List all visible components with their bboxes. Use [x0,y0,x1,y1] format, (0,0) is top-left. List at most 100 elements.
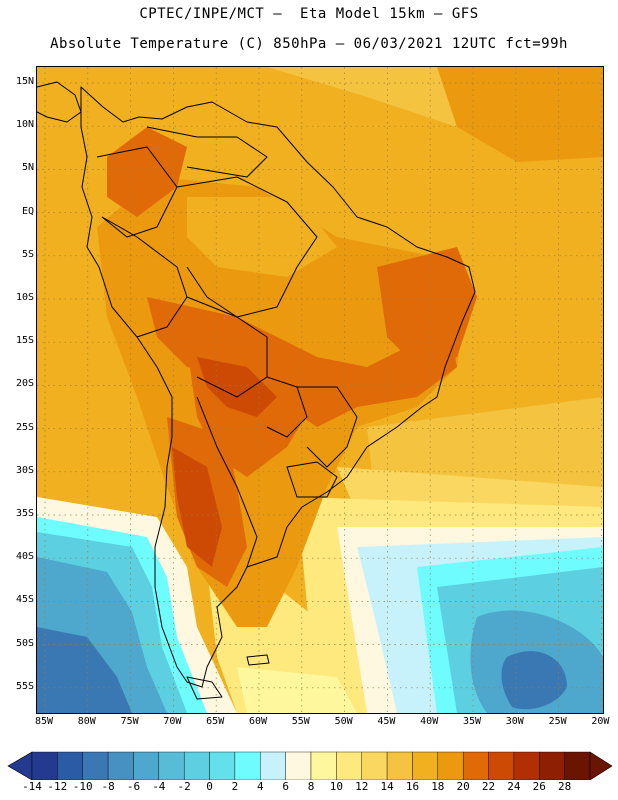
peru-border [101,216,188,338]
field-pacific-deep [37,627,132,713]
longitude-label: 30W [505,716,524,727]
latitude-label: 5N [21,162,34,174]
colorbar-tick-label: -4 [152,780,166,793]
colorbar-swatch [386,751,413,780]
colorbar-tick-label: -2 [177,780,191,793]
tierra-del-fuego [186,676,223,700]
colorbar-tick-label: 4 [256,780,264,793]
venezuela-border [146,126,268,178]
latitude-label: 5S [21,248,34,260]
field-venezuela-hot [107,127,187,217]
colorbar-tick-label: 16 [405,780,420,793]
colorbar-tick-label: -14 [22,780,42,793]
colorbar-swatch [285,751,312,780]
colorbar-swatch [57,751,83,780]
colorbar-tick-label: 8 [307,780,315,793]
map-canvas [37,67,603,713]
latitude-label: 15S [15,335,34,347]
latitude-label: 45S [15,594,34,606]
colorbar-arrow-left [7,751,33,780]
map-title-line-2: Absolute Temperature (C) 850hPa – 06/03/… [50,36,568,52]
coastlines [37,81,476,700]
colorbar-tick-label: -6 [126,780,141,793]
field-patagonia-pale [237,667,357,713]
bolivia-border [186,296,268,398]
field-continent-hot [147,297,457,427]
longitude-label: 85W [34,716,54,727]
longitude-label: 65W [206,716,225,727]
colorbar-swatch [107,751,134,780]
colorbar-tick-label: 6 [282,780,289,793]
colorbar-tick-label: 12 [355,780,369,793]
colorbar-swatch [437,751,464,780]
colorbar-tick-label: 18 [431,780,445,793]
brazil-border [176,176,318,318]
colorbar-swatch [412,751,439,780]
colorbar-tick-label: 22 [481,780,496,793]
map-title-line-1: CPTEC/INPE/MCT – Eta Model 15km – GFS [139,6,479,22]
longitude-label: 50W [334,716,353,727]
latitude-label: 25S [15,421,34,433]
colorbar-tick-label: 2 [231,780,239,793]
colorbar-swatch [209,751,236,780]
longitude-label: 45W [377,716,396,727]
colorbar-swatch [183,751,210,780]
central-america-coast [37,81,82,123]
colorbar-swatch [462,751,489,780]
colorbar-tick-label: 28 [558,780,572,793]
field-atlantic-core [501,651,567,710]
longitude-label: 25W [548,716,567,727]
colorbar-swatch [488,751,515,780]
longitude-label: 60W [248,716,268,727]
colorbar-swatch [82,751,109,780]
latitude-label: 35S [15,508,34,519]
uruguay-outline [286,461,338,498]
colorbar-swatch [336,751,362,780]
field-chaco-hotter [197,357,277,417]
field-argentina-hotter [172,447,222,567]
colorbar-tick-label: 0 [206,780,213,793]
colorbar-tick-label: 20 [456,780,470,793]
latitude-label: 10N [15,119,34,131]
colorbar-swatch [260,751,286,780]
falklands [246,654,270,666]
longitude-label: 35W [462,716,482,727]
colorbar-arrow-right [589,751,613,780]
colombia-border [96,146,178,238]
field-ne-brazil-hot [377,247,477,367]
colorbar-swatch [539,751,565,780]
colorbar-swatch [564,751,591,780]
latitude-label: 30S [15,464,34,476]
latitude-label: 50S [15,637,34,649]
paraguay-border [266,376,308,438]
colorbar-swatch [310,751,337,780]
latitude-label: 40S [15,551,34,563]
colorbar-tick-label: 10 [329,780,343,793]
brazil-south-border [297,386,358,468]
latitude-label: EQ [21,205,34,217]
south-america-coast [80,86,476,688]
longitude-label: 70W [163,716,182,727]
latitude-label: 20S [15,378,34,390]
latitude-label: 10S [15,292,34,303]
longitude-label: 20W [591,716,610,727]
colorbar-tick-label: 24 [507,780,521,793]
field-ne-warm [437,67,603,162]
longitude-label: 55W [291,716,310,727]
latitude-label: 55S [15,680,34,692]
colorbar-tick-label: 14 [380,780,394,793]
colorbar-swatch [133,751,160,780]
colorbar-swatch [513,751,540,780]
latitude-label: 15N [15,76,34,87]
colorbar-swatch [31,751,58,780]
colorbar-tick-label: -12 [47,780,68,793]
lat-lon-grid [37,67,603,713]
temperature-colorbar [7,751,613,780]
longitude-label: 40W [420,716,439,727]
longitude-label: 75W [120,716,139,727]
argentina-border [196,396,258,568]
colorbar-swatch [361,751,388,780]
colorbar-swatch [158,751,185,780]
longitude-label: 80W [77,716,96,727]
temperature-map [36,66,604,714]
